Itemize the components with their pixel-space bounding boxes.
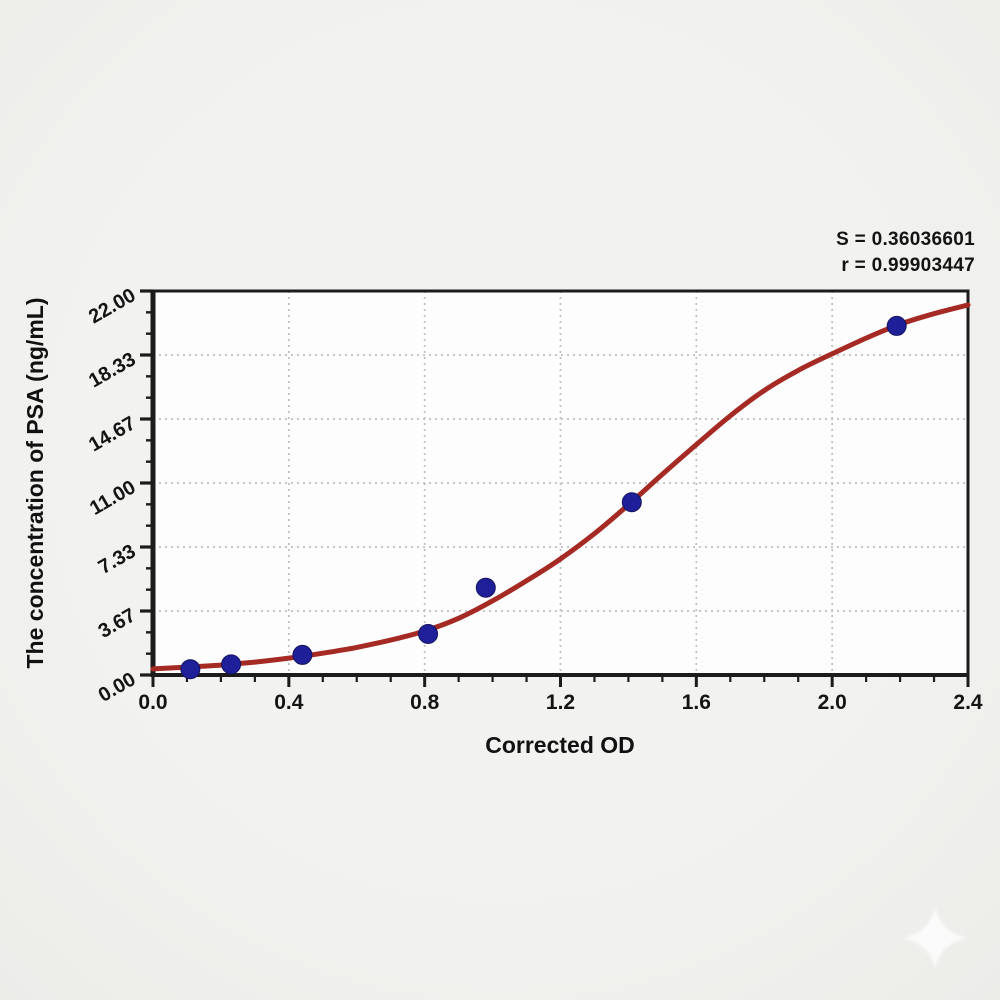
data-point xyxy=(221,654,242,675)
data-point xyxy=(621,492,642,513)
y-tick-label: 7.33 xyxy=(95,540,140,579)
x-tick-label: 0.0 xyxy=(138,691,167,714)
data-point xyxy=(886,315,907,336)
sparkle-watermark-icon xyxy=(903,906,967,970)
y-tick-label: 14.67 xyxy=(85,412,139,456)
y-tick-label: 11.00 xyxy=(86,476,139,520)
fit-statistics: S = 0.36036601 r = 0.99903447 xyxy=(836,227,975,279)
fit-stat-s: S = 0.36036601 xyxy=(836,229,975,250)
x-tick-label: 1.6 xyxy=(682,691,711,714)
x-tick-label: 0.8 xyxy=(410,691,440,714)
x-axis-title: Corrected OD xyxy=(485,732,635,758)
fit-curve xyxy=(150,302,971,672)
y-tick-label: 0.00 xyxy=(95,668,140,707)
data-point xyxy=(418,623,439,644)
y-tick-label: 18.33 xyxy=(85,348,139,392)
data-point xyxy=(292,644,313,665)
data-point xyxy=(475,577,496,598)
x-tick-label: 1.2 xyxy=(546,691,575,714)
x-tick-label: 2.0 xyxy=(818,691,847,714)
data-point xyxy=(180,659,201,680)
x-tick-label: 0.4 xyxy=(274,691,304,714)
y-tick-label: 3.67 xyxy=(95,604,140,643)
x-tick-label: 2.4 xyxy=(953,691,983,714)
fit-stat-r: r = 0.99903447 xyxy=(841,255,975,276)
y-axis-title: The concentration of PSA (ng/mL) xyxy=(22,297,48,669)
y-tick-label: 22.00 xyxy=(85,284,139,328)
